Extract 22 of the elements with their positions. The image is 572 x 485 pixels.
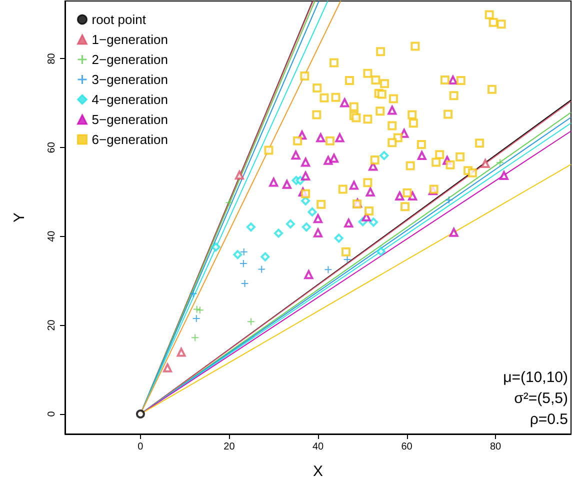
annotation: ρ=0.5 (530, 411, 568, 428)
x-axis-title: X (312, 463, 324, 480)
legend-label: 5−generation (92, 112, 168, 127)
x-tick-label: 80 (490, 442, 502, 452)
legend-label: 6−generation (92, 132, 168, 147)
x-tick-label: 0 (138, 442, 144, 452)
x-tick-label: 20 (224, 442, 236, 452)
y-tick-label: 60 (46, 142, 58, 154)
annotation: σ²=(5,5) (514, 390, 568, 407)
legend-label: 3−generation (92, 72, 168, 87)
x-tick-label: 60 (401, 442, 413, 452)
y-tick-label: 40 (46, 230, 58, 242)
legend-label: root point (92, 12, 146, 27)
legend-label: 1−generation (92, 32, 168, 47)
y-tick-label: 80 (46, 52, 58, 64)
annotation: μ=(10,10) (503, 369, 568, 386)
y-tick-label: 0 (46, 410, 58, 417)
legend-label: 2−generation (92, 52, 168, 67)
legend-label: 4−generation (92, 92, 168, 107)
y-tick-label: 20 (46, 319, 58, 331)
x-tick-label: 40 (312, 442, 324, 452)
y-axis-title: Y (11, 212, 28, 223)
